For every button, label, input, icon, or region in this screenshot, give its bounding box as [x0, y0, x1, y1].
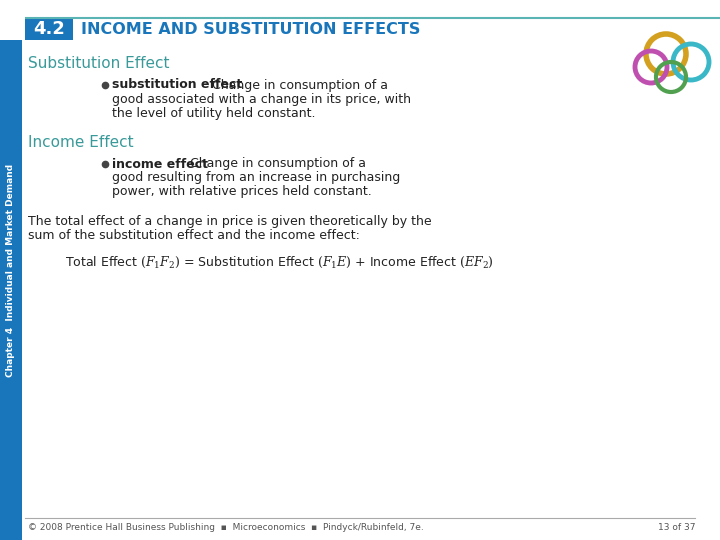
Text: INCOME AND SUBSTITUTION EFFECTS: INCOME AND SUBSTITUTION EFFECTS	[81, 22, 420, 37]
Text: 4.2: 4.2	[33, 20, 65, 38]
Text: Change in consumption of a: Change in consumption of a	[190, 158, 366, 171]
Text: Chapter 4  Individual and Market Demand: Chapter 4 Individual and Market Demand	[6, 164, 16, 376]
Text: Income Effect: Income Effect	[28, 135, 134, 150]
Text: Change in consumption of a: Change in consumption of a	[212, 78, 388, 91]
Text: good resulting from an increase in purchasing: good resulting from an increase in purch…	[112, 172, 400, 185]
Text: © 2008 Prentice Hall Business Publishing  ▪  Microeconomics  ▪  Pindyck/Rubinfel: © 2008 Prentice Hall Business Publishing…	[28, 523, 424, 531]
Text: sum of the substitution effect and the income effect:: sum of the substitution effect and the i…	[28, 229, 360, 242]
Text: Substitution Effect: Substitution Effect	[28, 56, 169, 71]
FancyBboxPatch shape	[25, 18, 73, 40]
Text: power, with relative prices held constant.: power, with relative prices held constan…	[112, 186, 372, 199]
Text: income effect: income effect	[112, 158, 225, 171]
Text: The total effect of a change in price is given theoretically by the: The total effect of a change in price is…	[28, 215, 431, 228]
Text: the level of utility held constant.: the level of utility held constant.	[112, 106, 315, 119]
FancyBboxPatch shape	[0, 40, 22, 540]
Text: good associated with a change in its price, with: good associated with a change in its pri…	[112, 92, 411, 105]
Text: 13 of 37: 13 of 37	[657, 523, 695, 531]
Text: substitution effect: substitution effect	[112, 78, 260, 91]
Text: Total Effect $(F_1F_2)$ = Substitution Effect $(F_1E)$ + Income Effect $(EF_2)$: Total Effect $(F_1F_2)$ = Substitution E…	[65, 254, 494, 269]
